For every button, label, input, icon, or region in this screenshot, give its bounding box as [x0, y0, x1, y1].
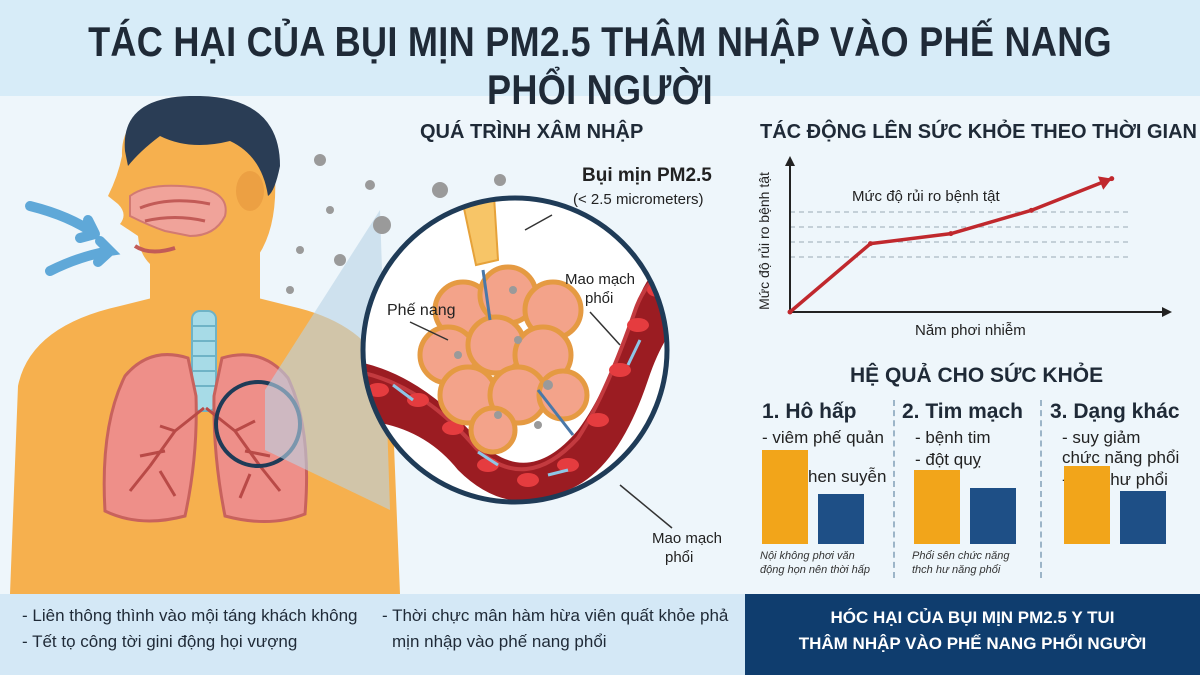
col-other-item: - suy giảm [1062, 428, 1141, 447]
consequences-heading: HỆ QUẢ CHO SỨC KHỎE [850, 364, 1104, 387]
capillary-label-top-1: Mao mạch [565, 271, 636, 288]
footer-mid-item: mịn nhập vào phế nang phổi [392, 632, 607, 651]
hair [124, 96, 280, 196]
footer-right-panel [745, 594, 1200, 675]
left-lung [102, 353, 198, 523]
column-divider [893, 400, 895, 578]
footer-left-item: - Tết tọ công tời gini động họi vượng [22, 632, 298, 651]
process-heading: QUÁ TRÌNH XÂM NHẬP [420, 121, 644, 143]
footer-left-panel [0, 594, 745, 675]
col-other-title: 3. Dạng khác [1050, 400, 1180, 423]
title-banner [0, 0, 1200, 96]
x-axis-arrow [1162, 307, 1172, 317]
risk-line-chart [785, 156, 1172, 317]
bar-orange [914, 469, 960, 544]
nasal-cavity [129, 184, 227, 238]
col-respiratory-note: động họn nên thời hấp [760, 564, 871, 576]
inhale-arrow-icon [25, 201, 100, 243]
column-divider [1040, 400, 1042, 578]
alveolus-sac [417, 264, 590, 455]
alveolus-label: Phế nang [387, 302, 456, 319]
inhale-arrow-icon [45, 236, 121, 276]
bar-navy [970, 487, 1016, 544]
bar-orange [1064, 466, 1110, 544]
footer-mid-item: - Thời chực mân hàm hừa viên quất khỏe p… [382, 606, 729, 625]
col-respiratory-title: 1. Hô hấp [762, 400, 857, 423]
data-point [867, 241, 873, 247]
col-cardio-title: 2. Tim mạch [902, 400, 1023, 423]
footer-left-item: - Liên thông thình vào mội táng khách kh… [22, 606, 358, 625]
col-respiratory-item: - viêm phế quản [762, 428, 884, 447]
bar-navy [1120, 491, 1166, 544]
timeline-xlabel: Năm phơi nhiễm [915, 322, 1026, 339]
data-point [1028, 207, 1034, 213]
footer-right-line: THÂM NHẬP VÀO PHẾ NANG PHỔI NGƯỜI [798, 634, 1147, 653]
data-point [787, 309, 793, 315]
capillary-vessel [363, 250, 667, 502]
zoom-cone [265, 210, 390, 510]
ear [236, 171, 264, 211]
alveolus-magnified-view [360, 195, 670, 505]
data-point [948, 231, 954, 237]
capillary-label-bottom-2: phổi [665, 549, 694, 566]
bar-orange [762, 450, 808, 544]
timeline-ylabel: Mức độ rủi ro bệnh tật [756, 172, 772, 310]
page-title: TÁC HẠI CỦA BỤI MỊN PM2.5 THÂM NHẬP VÀO … [88, 18, 1112, 113]
pm-label: Bụi mịn PM2.5 [582, 165, 712, 186]
col-respiratory-item: hen suyễn [808, 467, 887, 486]
pm-size-label: (< 2.5 micrometers) [573, 191, 704, 208]
series-arrowhead [1097, 176, 1112, 190]
col-other-item: chức năng phổi [1062, 448, 1180, 467]
footer-right-line: HÓC HẠI CỦA BỤI MỊN PM2.5 Y TUI [830, 608, 1115, 627]
timeline-heading: TÁC ĐỘNG LÊN SỨC KHỎE THEO THỜI GIAN [760, 121, 1197, 143]
capillary-label-bottom-1: Mao mạch [652, 530, 723, 547]
timeline-series-label: Mức độ rủi ro bệnh tật [852, 188, 1000, 205]
col-respiratory-note: Nội không phơi văn [760, 550, 855, 562]
col-cardio-note: thch hư năng phổi [912, 564, 1001, 576]
capillary-label-top-2: phổi [585, 290, 614, 307]
col-cardio-item: - bệnh tim [915, 428, 991, 447]
col-cardio-item: - đột quỵ [915, 450, 982, 469]
col-cardio-note: Phổi sên chức năng [912, 550, 1010, 562]
bar-navy [818, 493, 864, 544]
y-axis-arrow [785, 156, 795, 166]
